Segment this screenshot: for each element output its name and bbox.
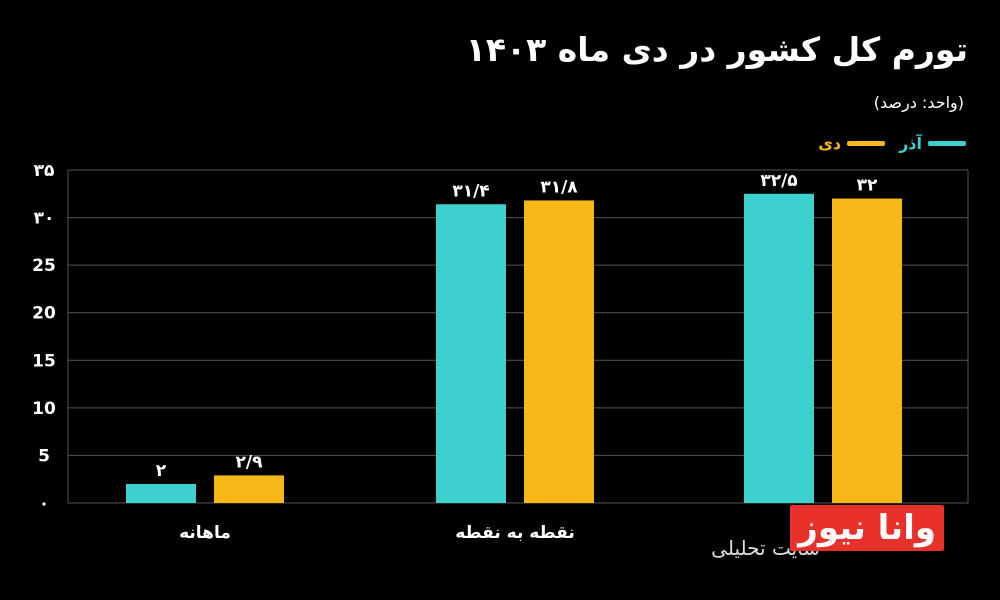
bar-value-label: ۲ (156, 461, 167, 481)
chart-legend: دی آذر (818, 134, 966, 153)
chart-title: تورم کل کشور در دی ماه ۱۴۰۳ (465, 30, 968, 69)
bar-value-label: ۲/۹ (236, 452, 264, 472)
legend-item-azar: آذر (899, 134, 966, 153)
bar-dey (832, 198, 902, 504)
bar-azar (126, 483, 196, 503)
y-tick-label: ۳۰ (34, 209, 55, 229)
bar-value-label: ۳۲ (857, 176, 878, 196)
bar-value-label: ۳۲/۵ (760, 171, 797, 191)
y-tick-label: 10 (32, 399, 56, 419)
bar-value-label: ۳۱/۴ (452, 181, 489, 201)
bar-azar (744, 193, 814, 504)
legend-label-dey: دی (818, 134, 842, 153)
x-category-label: نقطه به نقطه (455, 523, 575, 543)
x-category-label: ماهانه (179, 523, 231, 543)
chart-unit-label: (واحد: درصد) (873, 93, 964, 112)
y-tick-label: ۳۵ (34, 161, 55, 181)
bar-dey (214, 475, 284, 503)
y-tick-label: 25 (32, 256, 56, 276)
brand-logo: وانا نیوز (790, 505, 944, 551)
bar-azar (436, 204, 506, 503)
bar-dey (524, 200, 594, 503)
y-tick-label: 15 (32, 351, 56, 371)
legend-label-azar: آذر (899, 134, 922, 153)
y-tick-label: ۰ (39, 494, 49, 514)
legend-item-dey: دی (818, 134, 886, 153)
y-tick-label: 20 (32, 304, 56, 324)
legend-swatch-azar (928, 141, 966, 146)
bar-value-label: ۳۱/۸ (540, 177, 578, 197)
legend-swatch-dey (847, 141, 886, 146)
y-tick-label: 5 (38, 446, 50, 466)
